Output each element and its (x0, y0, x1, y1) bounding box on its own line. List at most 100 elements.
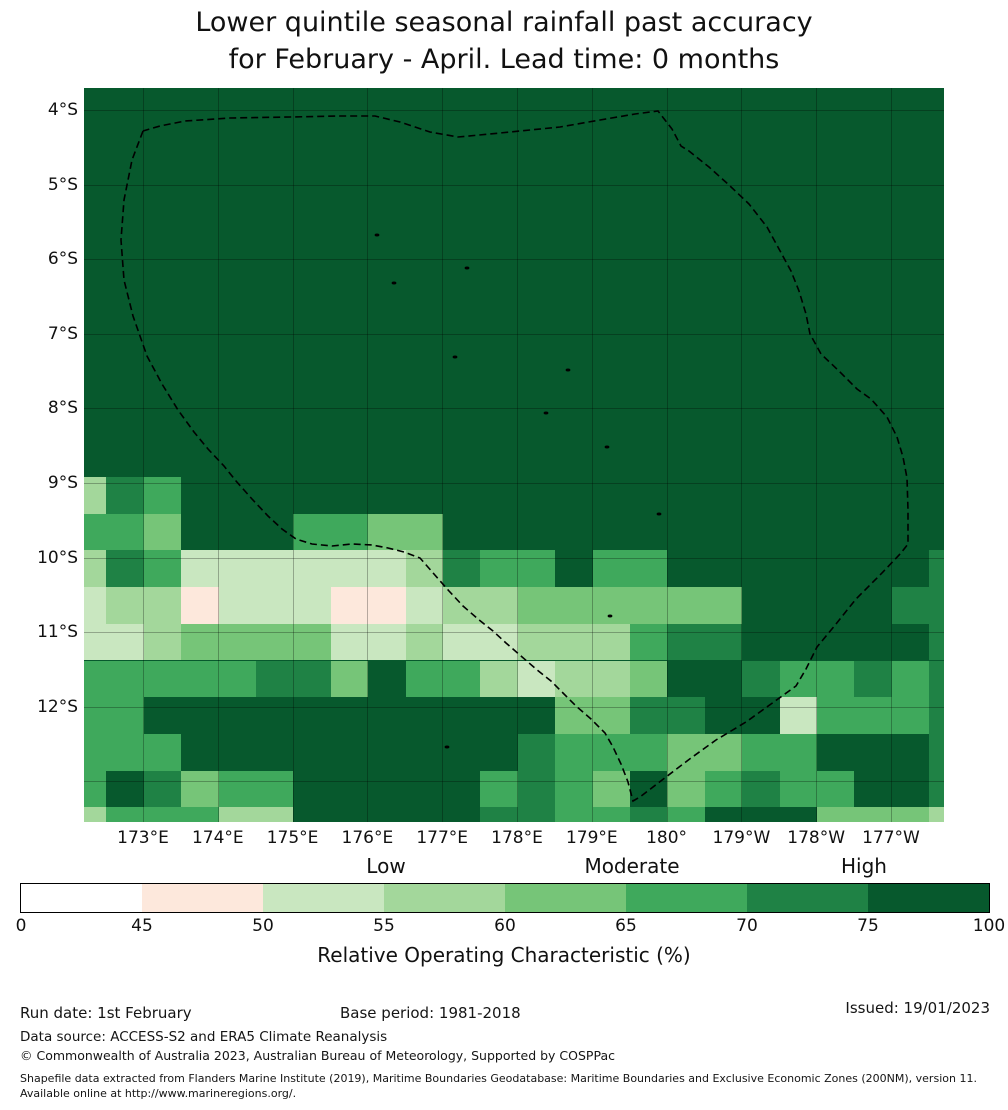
heatmap-cell (218, 513, 256, 551)
heatmap-cell (405, 697, 443, 734)
longitude-gridline (591, 88, 593, 822)
colorbar-tick-label: 60 (494, 916, 516, 936)
island-marker (452, 355, 458, 359)
heatmap-cell (817, 807, 855, 822)
heatmap-cell (854, 770, 892, 808)
heatmap-cell (854, 477, 892, 514)
heatmap-cell (592, 550, 630, 588)
heatmap-cell (704, 477, 743, 514)
heatmap-cell (592, 587, 630, 624)
colorbar-category-high: High (841, 854, 887, 878)
heatmap-cell (704, 770, 743, 808)
colorbar-category-moderate: Moderate (584, 854, 680, 878)
heatmap-cell (592, 623, 630, 661)
heatmap-cell (517, 513, 556, 551)
heatmap-cell (256, 660, 294, 698)
heatmap-cell (480, 697, 518, 734)
footer-base-period: Base period: 1981-2018 (340, 1004, 521, 1022)
chart-title: Lower quintile seasonal rainfall past ac… (0, 4, 1008, 78)
latitude-gridline (84, 333, 944, 335)
heatmap-cell (143, 513, 182, 551)
heatmap-cell (667, 770, 705, 808)
y-tick-label: 6°S (47, 249, 78, 270)
heatmap-cell (555, 733, 593, 771)
heatmap-cell (929, 550, 944, 588)
heatmap-cell (555, 477, 593, 514)
map-overlay (120, 110, 909, 803)
heatmap-cell (84, 733, 107, 771)
heatmap-cell (779, 587, 817, 624)
heatmap-cell (517, 733, 556, 771)
longitude-gridline (292, 88, 294, 822)
heatmap-cell (443, 697, 481, 734)
heatmap-cell (181, 513, 219, 551)
heatmap-cell (181, 733, 219, 771)
colorbar-tick-label: 100 (972, 916, 1006, 936)
heatmap-cell (854, 807, 892, 822)
colorbar-segment-0-45 (21, 884, 142, 912)
latitude-gridline (84, 110, 944, 111)
heatmap-cell (405, 477, 443, 514)
heatmap-cell (517, 550, 556, 588)
heatmap-cell (667, 550, 705, 588)
heatmap-cell (742, 697, 780, 734)
heatmap-cell (704, 807, 743, 822)
heatmap-cell (256, 587, 294, 624)
colorbar-segment-65-70 (626, 884, 747, 912)
footer-data-source: Data source: ACCESS-S2 and ERA5 Climate … (20, 1029, 388, 1045)
heatmap-cell (84, 477, 107, 514)
heatmap-cell (817, 697, 855, 734)
heatmap-cell (742, 587, 780, 624)
heatmap-cell (704, 660, 743, 698)
heatmap-cell (106, 513, 144, 551)
heatmap-cell (106, 587, 144, 624)
heatmap-cell (293, 587, 331, 624)
y-tick-label: 7°S (47, 323, 78, 344)
heatmap-cell (817, 513, 855, 551)
heatmap-cell (84, 513, 107, 551)
heatmap-cell (330, 770, 369, 808)
heatmap-cell (143, 733, 182, 771)
heatmap-cell (929, 660, 944, 698)
heatmap-cell (181, 550, 219, 588)
colorbar-tick-label: 70 (736, 916, 758, 936)
heatmap-cell (106, 733, 144, 771)
heatmap-cell (630, 770, 668, 808)
heatmap-cell (84, 550, 107, 588)
heatmap-cell (84, 697, 107, 734)
heatmap-cell (929, 697, 944, 734)
heatmap-cell (891, 697, 930, 734)
x-tick-label: 173°E (117, 828, 169, 848)
heatmap-cell (779, 733, 817, 771)
heatmap-cell (84, 807, 107, 822)
colorbar-segment-45-50 (142, 884, 263, 912)
colorbar-tick-label: 50 (252, 916, 274, 936)
heatmap-cell (779, 807, 817, 822)
x-tick-label: 180° (646, 828, 688, 848)
heatmap-cell (854, 623, 892, 661)
heatmap-cell (368, 807, 406, 822)
heatmap-cell (106, 623, 144, 661)
heatmap-cell (443, 477, 481, 514)
latitude-gridline (84, 408, 944, 410)
x-tick-label: 175°E (266, 828, 319, 848)
heatmap-cell (517, 770, 556, 808)
island-marker (444, 745, 450, 749)
colorbar-tick-label: 0 (15, 916, 27, 936)
heatmap-cell (143, 770, 182, 808)
heatmap-cell (555, 587, 593, 624)
heatmap-cell (405, 770, 443, 808)
colorbar-tick-label: 45 (131, 916, 153, 936)
heatmap-cell (368, 623, 406, 661)
latitude-gridline (84, 706, 944, 708)
heatmap-cell (181, 587, 219, 624)
heatmap-cell (480, 513, 518, 551)
y-tick-label: 5°S (47, 174, 78, 195)
heatmap-cell (592, 513, 630, 551)
heatmap-cell (256, 770, 294, 808)
heatmap-cell (592, 770, 630, 808)
heatmap-cell (256, 807, 294, 822)
heatmap-cell (667, 587, 705, 624)
heatmap-cell (330, 807, 369, 822)
